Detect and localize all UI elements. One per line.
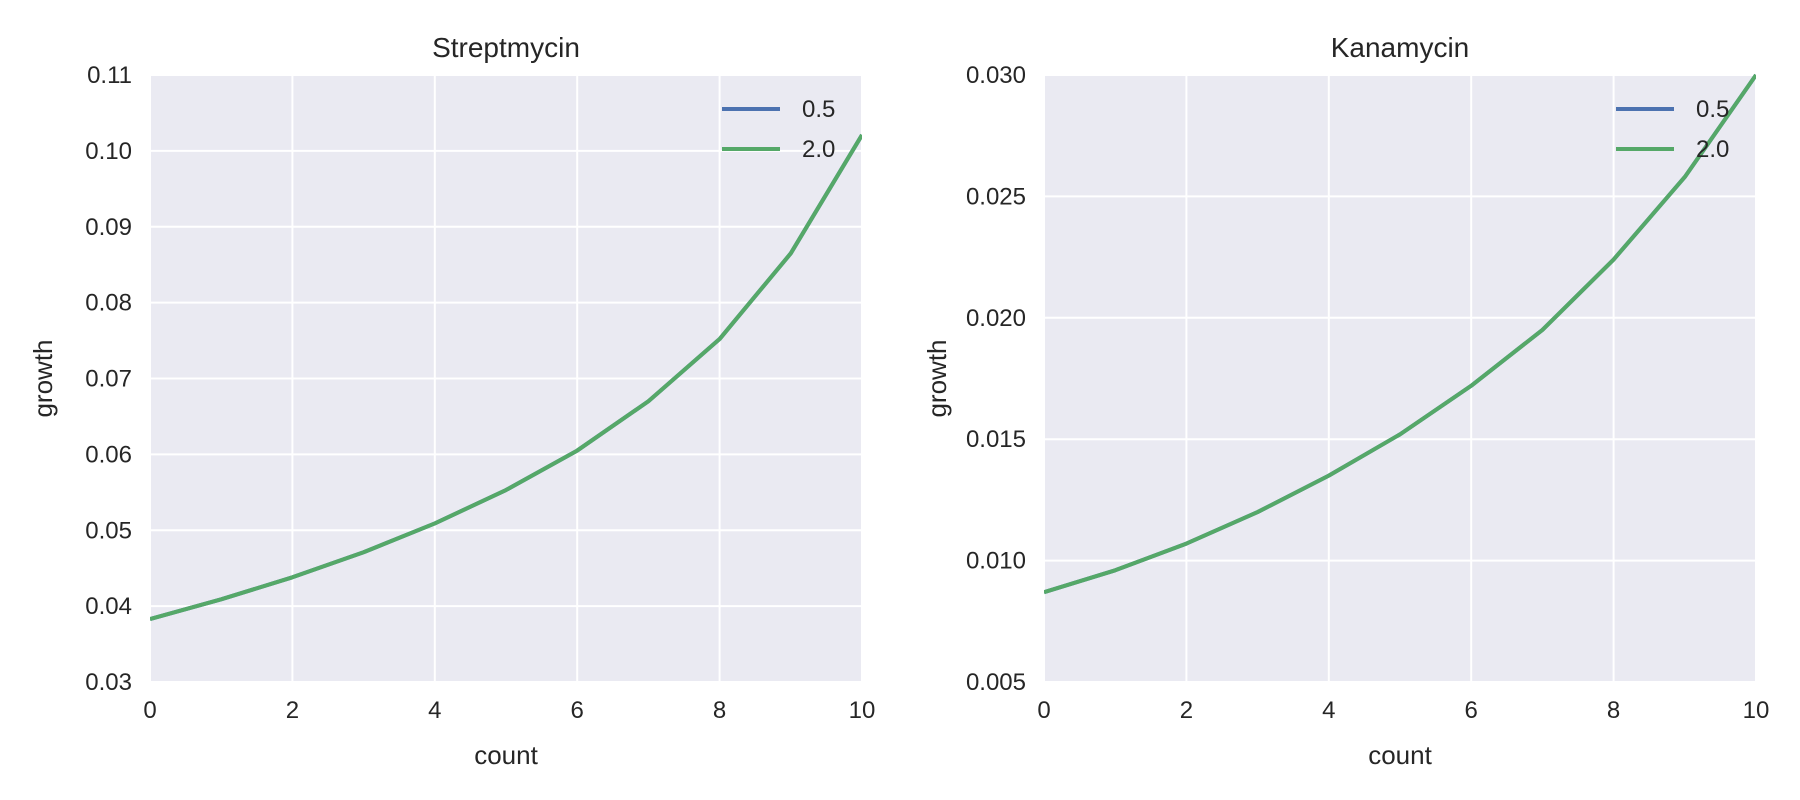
- x-tick-label: 4: [1322, 697, 1335, 724]
- data-point: [1469, 384, 1473, 388]
- x-tick-label: 8: [713, 697, 726, 724]
- data-point: [646, 399, 650, 403]
- y-tick-label: 0.04: [85, 593, 132, 620]
- data-point: [1184, 542, 1188, 546]
- series-line-2.0: [150, 133, 862, 621]
- data-point: [1042, 590, 1046, 594]
- data-point: [1256, 510, 1260, 514]
- y-tick-label: 0.005: [966, 669, 1026, 696]
- y-tick-label: 0.025: [966, 183, 1026, 210]
- y-tick-label: 0.010: [966, 548, 1026, 575]
- data-point: [290, 575, 294, 579]
- y-tick-label: 0.09: [85, 214, 132, 241]
- x-tick-label: 2: [286, 697, 299, 724]
- x-tick-label: 6: [1465, 697, 1478, 724]
- data-point: [362, 550, 366, 554]
- data-point: [148, 617, 152, 621]
- x-tick-label: 4: [428, 697, 441, 724]
- y-tick-label: 0.030: [966, 62, 1026, 89]
- data-point: [433, 521, 437, 525]
- data-point: [504, 488, 508, 492]
- x-tick-label: 8: [1607, 697, 1620, 724]
- data-point: [1683, 175, 1687, 179]
- data-point: [1113, 568, 1117, 572]
- y-tick-label: 0.07: [85, 366, 132, 393]
- series-line-2.0: [1044, 73, 1756, 595]
- y-tick-label: 0.05: [85, 517, 132, 544]
- plot-area: [1044, 75, 1756, 682]
- chart-panel-0: 0 2 4 6 8 10 0.03 0.04 0.05 0.06 0.07 0.08 0.09 0.10 0…: [28, 32, 875, 770]
- data-point: [718, 337, 722, 341]
- x-axis-label: count: [1368, 740, 1432, 770]
- legend-label: 2.0: [802, 136, 835, 163]
- data-point: [1754, 73, 1758, 77]
- chart-title: Kanamycin: [1331, 32, 1470, 63]
- data-point: [1540, 328, 1544, 332]
- legend-label: 0.5: [1696, 96, 1729, 123]
- y-tick-label: 0.015: [966, 426, 1026, 453]
- x-tick-label: 2: [1180, 697, 1193, 724]
- data-point: [860, 133, 864, 137]
- x-axis-label: count: [474, 740, 538, 770]
- y-tick-label: 0.08: [85, 290, 132, 317]
- y-axis-label: growth: [28, 339, 58, 417]
- y-tick-label: 0.06: [85, 441, 132, 468]
- data-point: [1612, 258, 1616, 262]
- y-axis-label: growth: [922, 339, 952, 417]
- data-point: [1398, 432, 1402, 436]
- x-tick-label: 6: [571, 697, 584, 724]
- legend-label: 2.0: [1696, 136, 1729, 163]
- y-tick-label: 0.10: [85, 138, 132, 165]
- y-tick-label: 0.03: [85, 669, 132, 696]
- chart-panel-1: 0 2 4 6 8 10 0.005 0.010 0.015 0.020 0.025 0.030 Kan…: [922, 32, 1769, 770]
- x-tick-label: 0: [143, 697, 156, 724]
- data-point: [1327, 474, 1331, 478]
- y-tick-label: 0.020: [966, 305, 1026, 332]
- y-tick-label: 0.11: [87, 62, 132, 89]
- x-tick-label: 10: [1743, 697, 1770, 724]
- x-tick-label: 10: [849, 697, 876, 724]
- legend-label: 0.5: [802, 96, 835, 123]
- x-tick-label: 0: [1037, 697, 1050, 724]
- data-point: [789, 251, 793, 255]
- chart-title: Streptmycin: [432, 32, 580, 63]
- data-point: [219, 597, 223, 601]
- data-point: [575, 449, 579, 453]
